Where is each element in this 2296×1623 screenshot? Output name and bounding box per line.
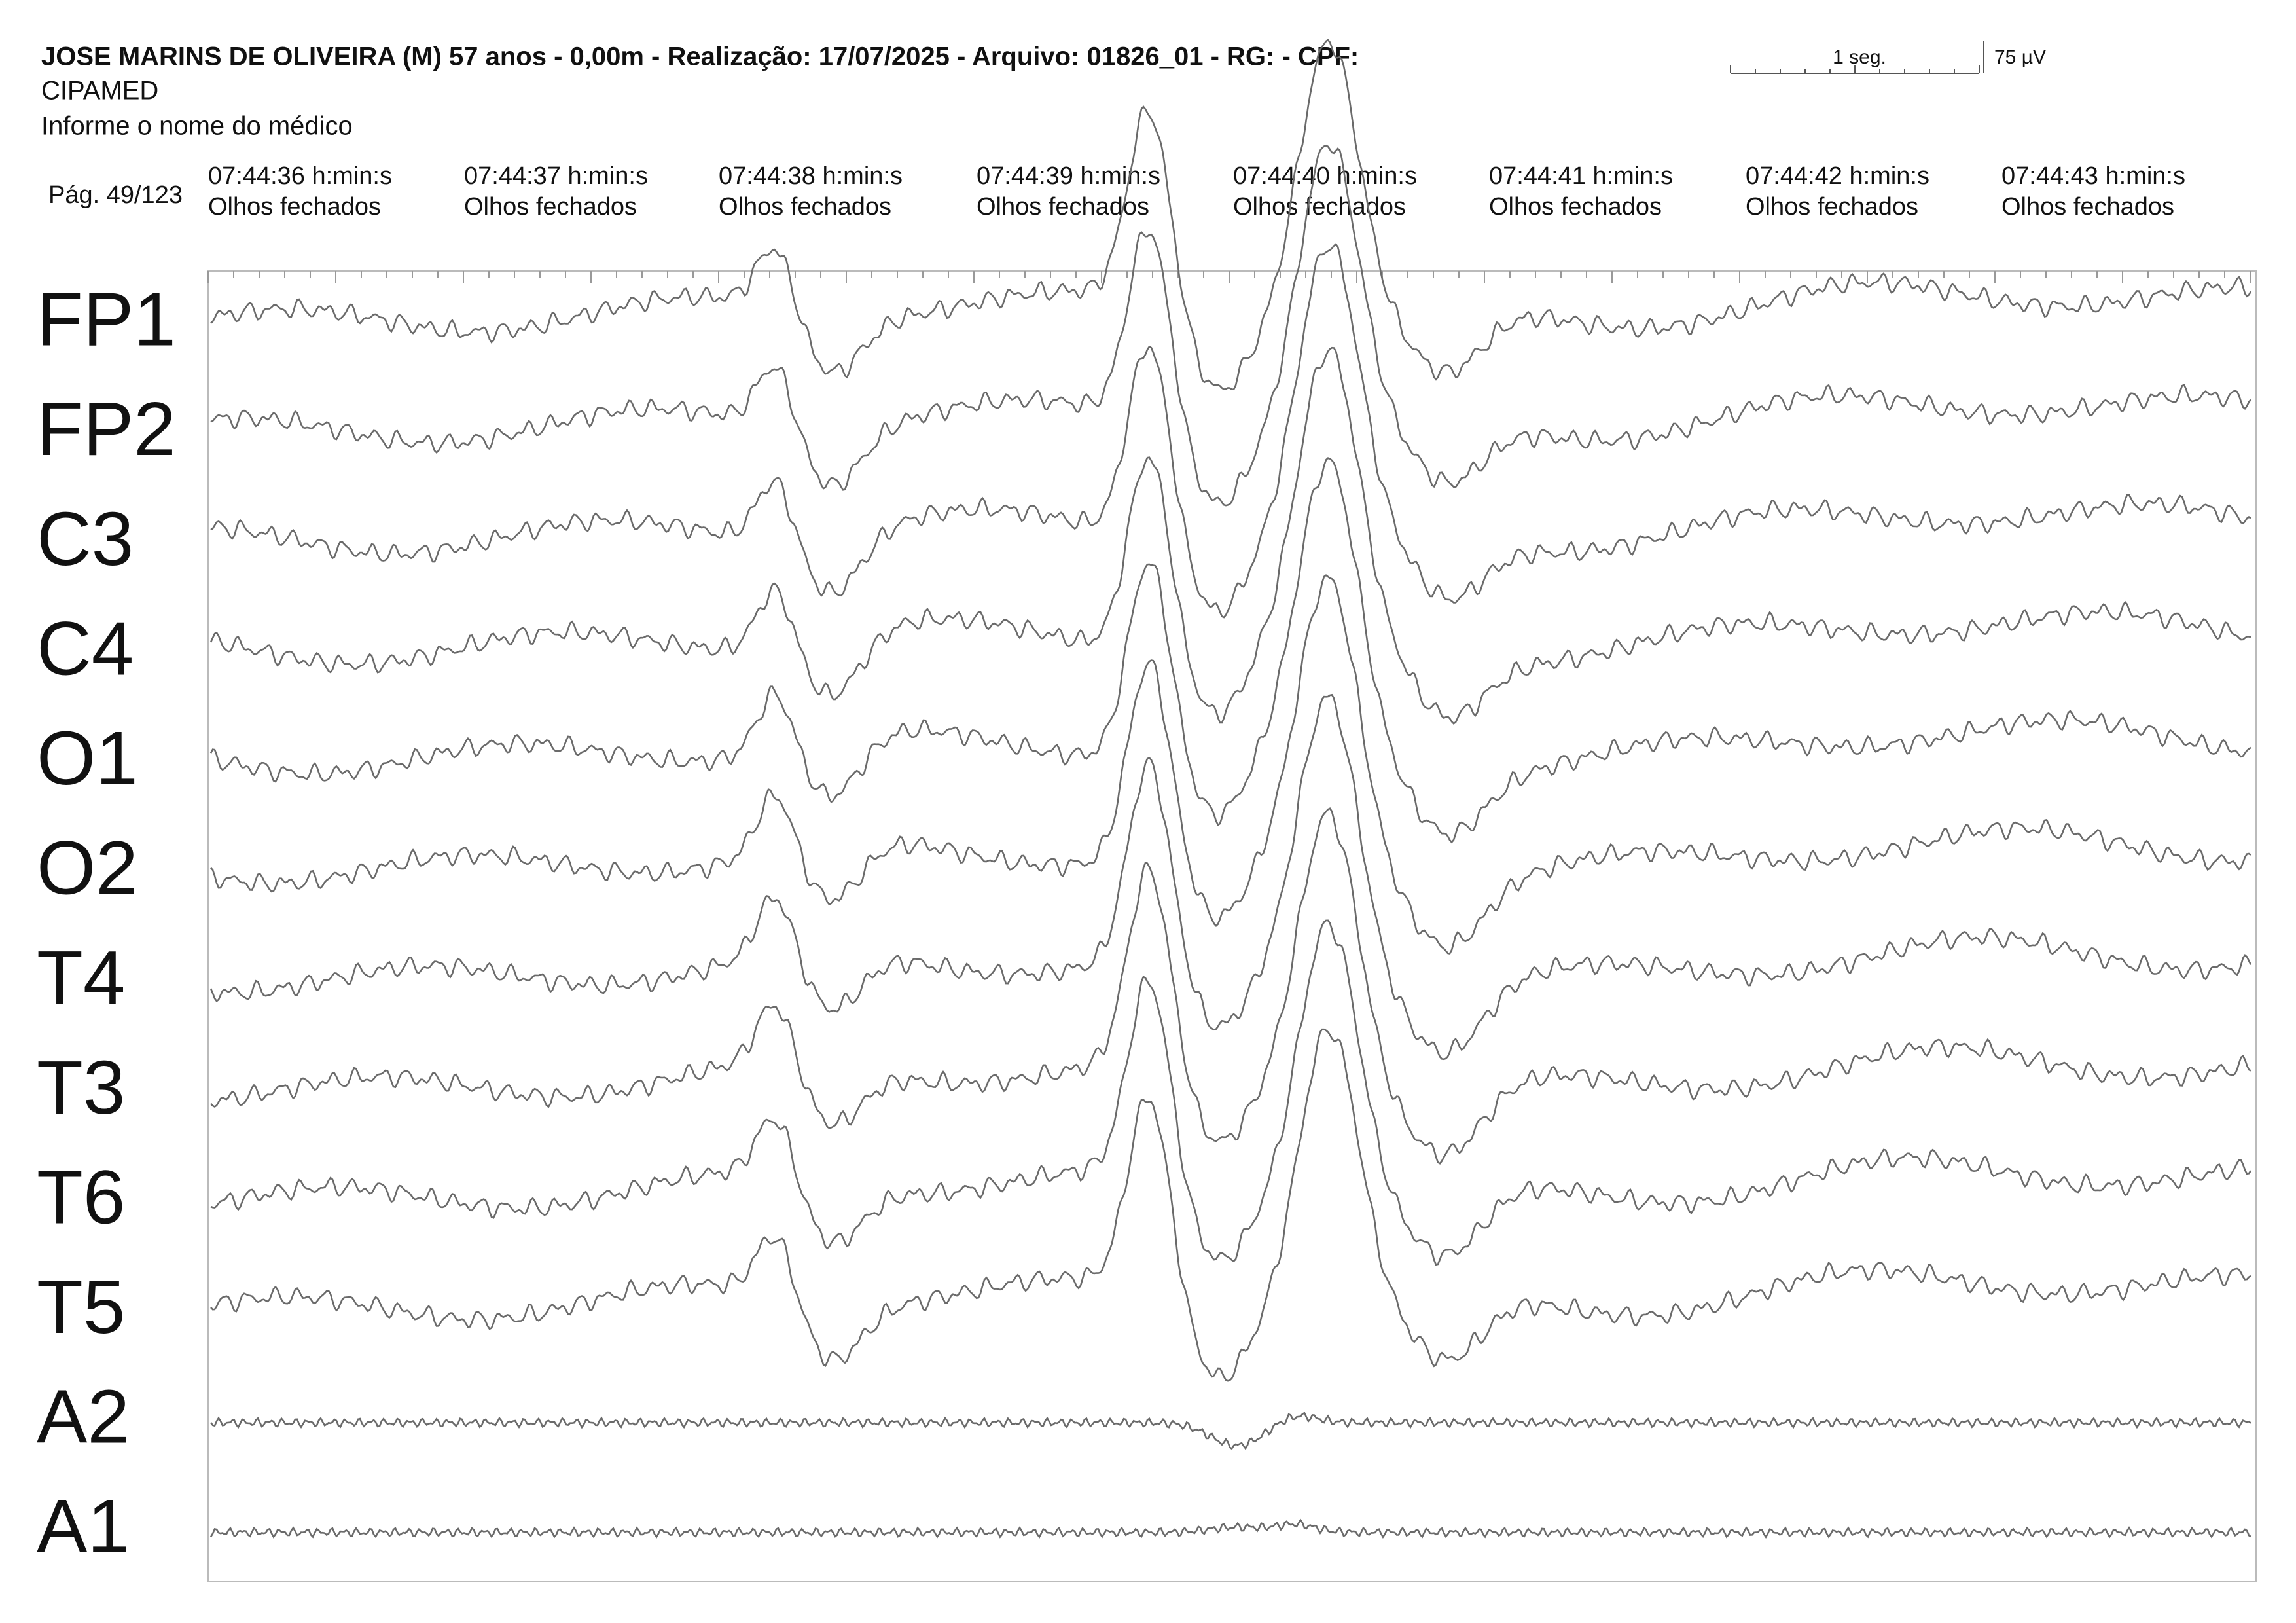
- channel-label: FP1: [37, 277, 176, 362]
- channel-label: T6: [37, 1154, 125, 1239]
- channel-label: O1: [37, 716, 138, 801]
- timestamp: 07:44:40 h:min:s: [1233, 162, 1417, 190]
- timestamp: 07:44:43 h:min:s: [2001, 162, 2185, 190]
- patient-header: JOSE MARINS DE OLIVEIRA (M) 57 anos - 0,…: [41, 43, 1359, 71]
- doctor: Informe o nome do médico: [41, 112, 353, 141]
- eeg-trace: [210, 144, 2251, 507]
- timeline: 07:44:36 h:min:s Olhos fechados 07:44:37 h…: [208, 162, 2185, 221]
- channel-label: FP2: [37, 386, 176, 471]
- channel-label: T3: [37, 1045, 125, 1130]
- timestamp: 07:44:37 h:min:s: [464, 162, 648, 190]
- eeg-trace: [209, 1518, 2251, 1539]
- timestamp: 07:44:42 h:min:s: [1746, 162, 1929, 190]
- page-number: Pág. 49/123: [48, 181, 183, 209]
- eeg-trace: [210, 243, 2251, 619]
- eeg-trace: [210, 39, 2252, 390]
- channel-label: C3: [37, 496, 134, 581]
- eeg-trace: [209, 457, 2251, 844]
- eeg-trace: [209, 346, 2251, 725]
- traces: [209, 39, 2252, 1539]
- eye-state: Olhos fechados: [1489, 193, 1662, 221]
- time-scale: 1 seg.: [1833, 46, 1886, 68]
- eye-state: Olhos fechados: [2001, 193, 2174, 221]
- time-ticks: [207, 271, 2251, 283]
- eye-state: Olhos fechados: [1233, 193, 1406, 221]
- channel-label: C4: [37, 606, 134, 691]
- clinic: CIPAMED: [41, 77, 158, 105]
- eeg-trace: [209, 693, 2252, 1061]
- timestamp: 07:44:41 h:min:s: [1489, 162, 1673, 190]
- eeg-trace: [209, 1412, 2251, 1450]
- timestamp: 07:44:36 h:min:s: [208, 162, 392, 190]
- channel-label: O2: [37, 826, 138, 911]
- timestamp: 07:44:38 h:min:s: [719, 162, 903, 190]
- eeg-trace: [210, 574, 2251, 955]
- channel-label: T5: [37, 1264, 125, 1349]
- eye-state: Olhos fechados: [719, 193, 891, 221]
- eeg-trace: [210, 919, 2252, 1266]
- channel-label: T4: [37, 935, 125, 1020]
- amplitude-scale: 75 µV: [1994, 46, 2046, 68]
- eeg-trace: [210, 1028, 2251, 1382]
- plot-frame: [207, 270, 2257, 1582]
- eeg-trace: [210, 807, 2251, 1165]
- channel-label: A1: [37, 1484, 130, 1569]
- channel-label: A2: [37, 1374, 130, 1459]
- eye-state: Olhos fechados: [464, 193, 637, 221]
- eye-state: Olhos fechados: [208, 193, 381, 221]
- timestamp: 07:44:39 h:min:s: [977, 162, 1160, 190]
- channel-labels: FP1 FP2 C3 C4 O1 O2 T4 T3 T6 T5 A2 A1: [37, 277, 176, 1569]
- eye-state: Olhos fechados: [1746, 193, 1918, 221]
